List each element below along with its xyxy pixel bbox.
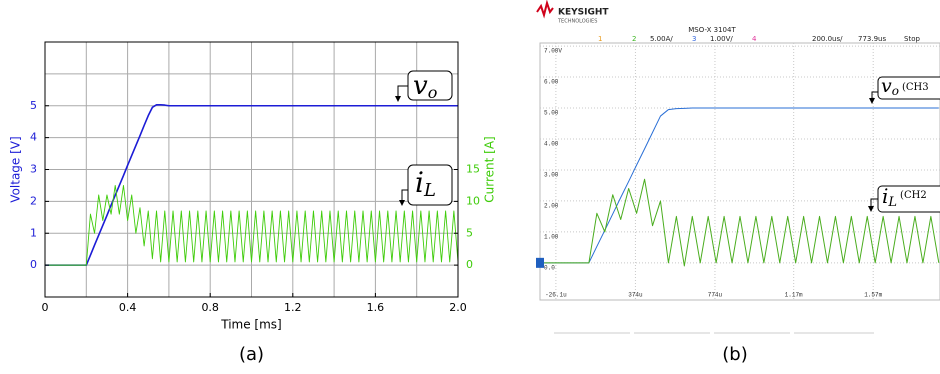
y-tick-label: 4.00: [544, 141, 559, 148]
channel: 2: [632, 35, 636, 43]
x-tick-label: 774u: [708, 292, 723, 299]
x-tick-label: 1.57m: [864, 292, 882, 299]
annotation-note: (CH3: [902, 82, 929, 93]
x-tick-label: 0.4: [119, 301, 137, 314]
channel-scale: 1.00V/: [710, 35, 733, 43]
y2-tick-label: 10: [466, 194, 480, 207]
channel-scale: 5.00A/: [650, 35, 673, 43]
x-tick-label: 0: [42, 301, 49, 314]
x-tick-label: 0.8: [201, 301, 219, 314]
y-tick-label: 0.0: [544, 264, 555, 271]
figure: 00.40.81.21.62.0012345051015Time [ms]Vol…: [0, 0, 940, 374]
annotation-text: i: [415, 166, 424, 199]
y-tick-label: 3.00: [544, 172, 559, 179]
x-tick-label: 374u: [628, 292, 643, 299]
caption: (a): [239, 344, 264, 365]
brand: KEYSIGHT: [558, 8, 609, 18]
y-tick-label: 5: [30, 99, 37, 112]
channel: 1: [598, 35, 602, 43]
channel: 4: [752, 35, 757, 43]
model: MSO-X 3104T: [688, 26, 736, 34]
x-tick-label: 1.17m: [785, 292, 803, 299]
annotation-note: (CH2: [900, 190, 927, 201]
y2-tick-label: 0: [466, 258, 473, 271]
status: Stop: [904, 35, 920, 43]
annotation-sub: L: [423, 180, 436, 201]
brand-logo: [537, 3, 553, 15]
annotation-sub: L: [887, 195, 897, 210]
caption: (b): [722, 344, 747, 365]
annotation-arrow: [402, 190, 408, 205]
x-tick-label: 1.6: [367, 301, 385, 314]
annotation-sub: o: [892, 84, 899, 98]
channel: 3: [692, 35, 696, 43]
y-tick-label: 4: [30, 131, 37, 144]
y-tick-label: 2.00: [544, 202, 559, 209]
brand-sub: TECHNOLOGIES: [557, 19, 597, 25]
y-axis-label: Voltage [V]: [9, 136, 23, 202]
y-tick-label: 7.00V: [544, 48, 562, 55]
y-tick-label: 3: [30, 163, 37, 176]
annotation-arrow: [398, 86, 408, 101]
panel-b: KEYSIGHT TECHNOLOGIES MSO-X 3104T 1 2 5.…: [536, 3, 940, 365]
ground-marker: [536, 258, 544, 268]
y-tick-label: 1.00: [544, 233, 559, 240]
delay: 773.9us: [858, 35, 886, 43]
x-tick-label: 2.0: [449, 301, 467, 314]
y-tick-label: 5.00: [544, 110, 559, 117]
timebase: 200.0us/: [812, 35, 843, 43]
annotation-text: v: [413, 71, 428, 101]
annotation-sub: o: [428, 83, 438, 102]
x-axis-label: Time [ms]: [220, 318, 282, 332]
y2-axis-label: Current [A]: [483, 136, 497, 202]
x-tick-label: -26.1u: [545, 292, 567, 299]
y-tick-label: 0: [30, 258, 37, 271]
y-tick-label: 6.00: [544, 79, 559, 86]
y-tick-label: 1: [30, 226, 37, 239]
y2-tick-label: 15: [466, 163, 480, 176]
y-tick-label: 2: [30, 194, 37, 207]
y2-tick-label: 5: [466, 226, 473, 239]
x-tick-label: 1.2: [284, 301, 302, 314]
annotation-text: v: [881, 75, 892, 97]
